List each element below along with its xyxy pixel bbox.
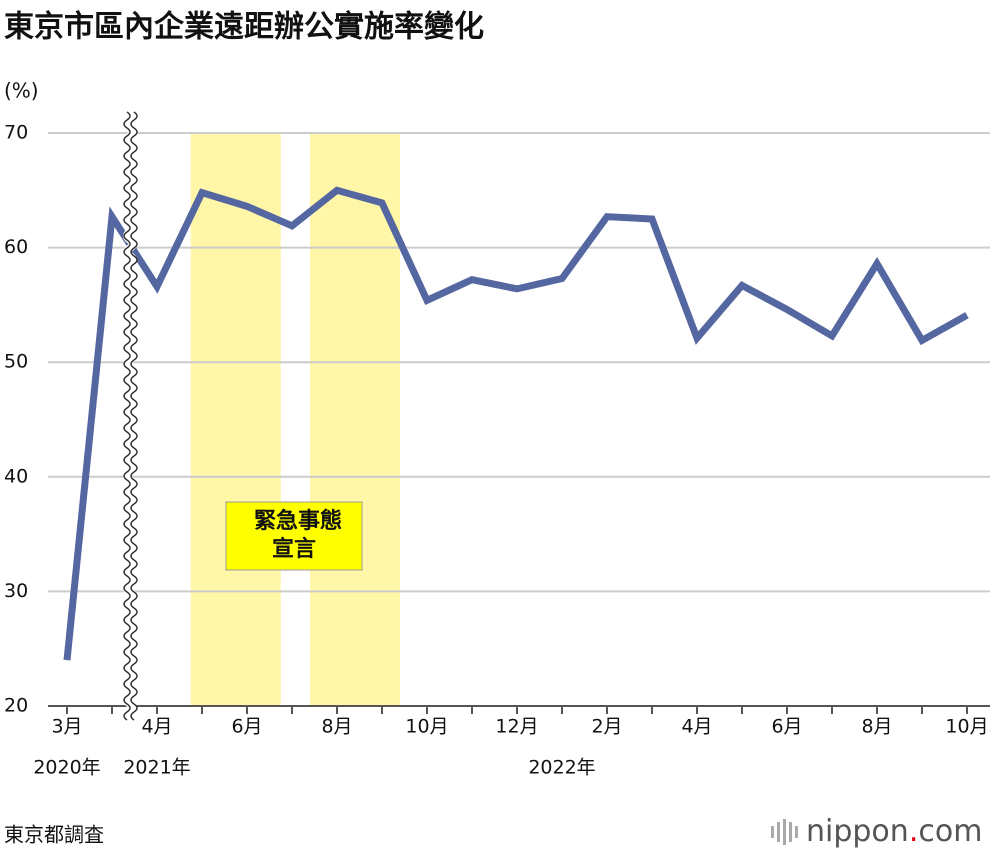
x-tick-label: 4月 (141, 716, 172, 738)
y-tick-label: 50 (4, 351, 28, 373)
logo-suffix: com (918, 814, 982, 849)
x-tick-label: 4月 (681, 716, 712, 738)
x-tick-label: 8月 (321, 716, 352, 738)
x-tick-label: 12月 (495, 716, 538, 738)
y-tick-label: 20 (4, 695, 28, 717)
x-tick-label: 6月 (771, 716, 802, 738)
annotation-text: 宣言 (272, 536, 316, 562)
logo-dot: . (909, 814, 919, 849)
y-tick-label: 60 (4, 236, 28, 258)
source: 東京都調査 (4, 823, 104, 847)
y-axis-unit: (%) (4, 79, 39, 103)
y-tick-label: 30 (4, 580, 28, 602)
axis-break (123, 111, 131, 721)
logo-name: nippon (806, 814, 909, 849)
x-tick-label: 6月 (231, 716, 262, 738)
chart-title: 東京市區內企業遠距辦公實施率變化 (4, 10, 484, 45)
x-tick-label: 3月 (51, 716, 82, 738)
emergency-band (190, 133, 281, 706)
annotation-box (225, 501, 363, 571)
year-label: 2020年 (33, 757, 100, 779)
logo-icon (771, 819, 798, 845)
emergency-band (310, 133, 400, 706)
year-label: 2022年 (528, 757, 595, 779)
y-tick-label: 40 (4, 465, 28, 487)
data-line (63, 186, 969, 661)
x-tick-label: 2月 (591, 716, 622, 738)
year-label: 2021年 (123, 757, 190, 779)
x-tick-label: 8月 (861, 716, 892, 738)
annotation-text: 緊急事態 (254, 508, 342, 534)
x-tick-label: 10月 (945, 716, 988, 738)
y-tick-label: 70 (4, 122, 28, 144)
x-tick-label: 10月 (405, 716, 448, 738)
axis-break (123, 108, 137, 724)
logo: nippon.com (806, 814, 982, 849)
axis-break (130, 111, 138, 721)
